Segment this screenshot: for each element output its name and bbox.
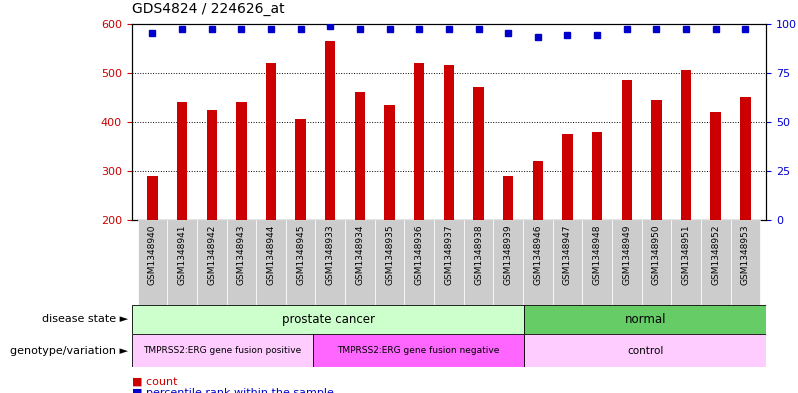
Bar xyxy=(266,63,276,220)
Bar xyxy=(207,110,217,220)
Text: GSM1348934: GSM1348934 xyxy=(355,224,365,285)
Bar xyxy=(168,220,197,305)
Text: GSM1348937: GSM1348937 xyxy=(444,224,453,285)
Bar xyxy=(256,220,286,305)
Bar xyxy=(295,119,306,220)
Bar xyxy=(651,100,662,220)
Bar xyxy=(503,176,513,220)
Bar xyxy=(473,87,484,220)
Text: GSM1348935: GSM1348935 xyxy=(385,224,394,285)
Bar xyxy=(236,102,247,220)
Bar xyxy=(137,220,168,305)
Bar xyxy=(177,102,188,220)
Bar xyxy=(622,80,632,220)
Bar xyxy=(444,65,454,220)
Bar xyxy=(563,134,573,220)
Text: GSM1348953: GSM1348953 xyxy=(741,224,750,285)
Bar xyxy=(197,220,227,305)
Bar xyxy=(405,220,434,305)
Text: disease state ►: disease state ► xyxy=(41,314,128,324)
Bar xyxy=(681,70,691,220)
Text: GSM1348939: GSM1348939 xyxy=(504,224,512,285)
Bar xyxy=(642,220,671,305)
Text: GSM1348949: GSM1348949 xyxy=(622,224,631,285)
Text: TMPRSS2:ERG gene fusion positive: TMPRSS2:ERG gene fusion positive xyxy=(143,346,302,355)
Bar xyxy=(325,41,335,220)
Text: GSM1348942: GSM1348942 xyxy=(207,224,216,285)
Text: normal: normal xyxy=(625,313,666,326)
Bar xyxy=(132,334,313,367)
Bar xyxy=(612,220,642,305)
Bar xyxy=(524,334,766,367)
Bar xyxy=(493,220,523,305)
Text: GSM1348948: GSM1348948 xyxy=(593,224,602,285)
Bar xyxy=(434,220,464,305)
Bar xyxy=(553,220,583,305)
Text: prostate cancer: prostate cancer xyxy=(282,313,374,326)
Bar xyxy=(532,161,543,220)
Bar xyxy=(313,334,524,367)
Bar xyxy=(671,220,701,305)
Text: GSM1348936: GSM1348936 xyxy=(415,224,424,285)
Text: ■ count: ■ count xyxy=(132,376,177,386)
Bar xyxy=(730,220,760,305)
Text: GSM1348933: GSM1348933 xyxy=(326,224,335,285)
Text: GSM1348946: GSM1348946 xyxy=(533,224,543,285)
Bar xyxy=(148,176,158,220)
Text: GSM1348951: GSM1348951 xyxy=(681,224,690,285)
Bar xyxy=(710,112,721,220)
Bar xyxy=(355,92,365,220)
Text: GSM1348947: GSM1348947 xyxy=(563,224,572,285)
Bar xyxy=(523,220,553,305)
Text: GSM1348944: GSM1348944 xyxy=(267,224,275,285)
Bar xyxy=(740,97,750,220)
Bar xyxy=(592,132,602,220)
Text: GSM1348940: GSM1348940 xyxy=(148,224,157,285)
Bar xyxy=(701,220,730,305)
Bar xyxy=(375,220,405,305)
Text: GSM1348943: GSM1348943 xyxy=(237,224,246,285)
Bar xyxy=(385,105,395,220)
Bar xyxy=(414,63,425,220)
Text: GSM1348945: GSM1348945 xyxy=(296,224,305,285)
Text: GSM1348950: GSM1348950 xyxy=(652,224,661,285)
Text: GSM1348952: GSM1348952 xyxy=(711,224,720,285)
Bar xyxy=(524,305,766,334)
Text: ■ percentile rank within the sample: ■ percentile rank within the sample xyxy=(132,388,334,393)
Text: genotype/variation ►: genotype/variation ► xyxy=(10,346,128,356)
Text: GSM1348938: GSM1348938 xyxy=(474,224,483,285)
Bar xyxy=(464,220,493,305)
Bar xyxy=(345,220,375,305)
Bar xyxy=(132,305,524,334)
Bar xyxy=(315,220,345,305)
Bar xyxy=(286,220,315,305)
Bar xyxy=(583,220,612,305)
Bar xyxy=(227,220,256,305)
Text: control: control xyxy=(627,346,663,356)
Text: TMPRSS2:ERG gene fusion negative: TMPRSS2:ERG gene fusion negative xyxy=(338,346,500,355)
Text: GSM1348941: GSM1348941 xyxy=(178,224,187,285)
Text: GDS4824 / 224626_at: GDS4824 / 224626_at xyxy=(132,2,284,16)
